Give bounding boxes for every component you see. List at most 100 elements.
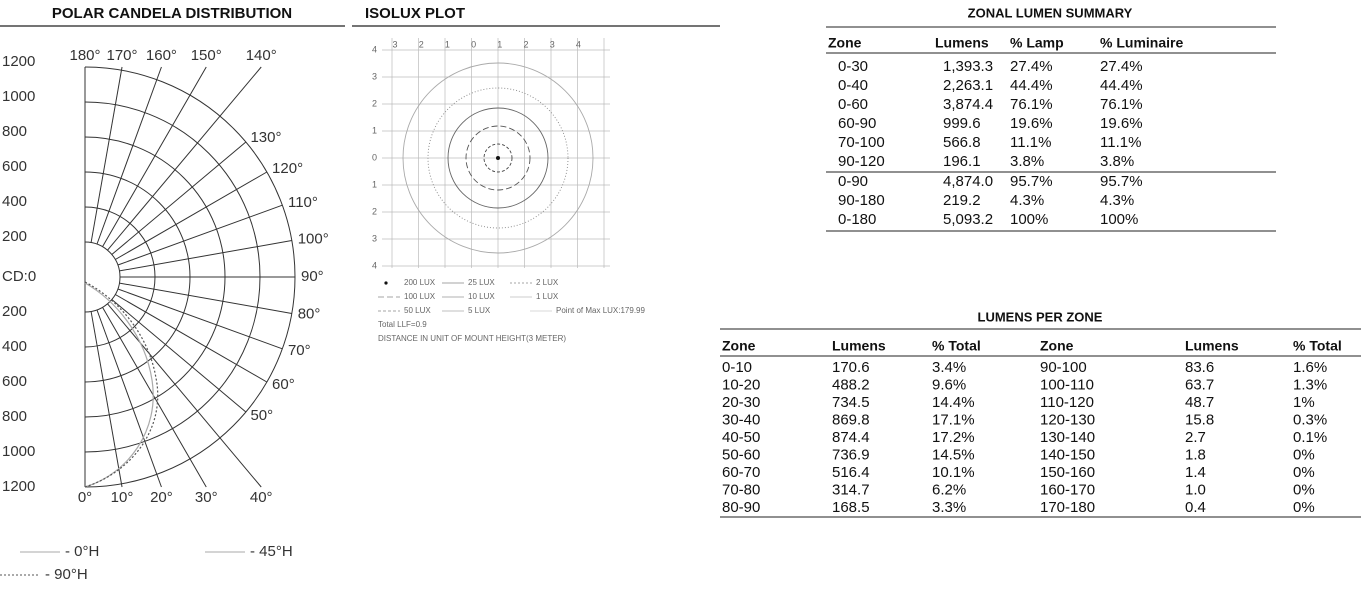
- iso-y-label: 3: [372, 71, 377, 81]
- angle-label: 100°: [298, 230, 329, 247]
- table-cell: 0-180: [838, 211, 876, 228]
- iso-contour: [427, 87, 569, 229]
- isolux-title: ISOLUX PLOT: [365, 5, 465, 22]
- iso-contour: [483, 143, 513, 173]
- table-cell: 90-180: [838, 192, 885, 209]
- polar-spoke: [96, 66, 162, 245]
- polar-spoke: [102, 66, 207, 247]
- table-cell: 17.2%: [932, 429, 975, 446]
- angle-label: 0°: [78, 489, 92, 506]
- table-cell: 0-60: [838, 96, 868, 113]
- table-cell: 15.8: [1185, 411, 1214, 428]
- iso-x-label: 4: [576, 39, 581, 49]
- table-cell: 2.7: [1185, 429, 1206, 446]
- angle-label: 170°: [107, 47, 138, 64]
- table-cell: 0%: [1293, 499, 1315, 516]
- polar-spoke: [102, 307, 207, 488]
- table-cell: 3.3%: [932, 499, 966, 516]
- table-cell: 70-80: [722, 481, 760, 498]
- radial-label: CD:0: [2, 268, 36, 285]
- table-header: % Total: [932, 338, 981, 354]
- table-title: LUMENS PER ZONE: [978, 309, 1103, 324]
- table-cell: 0.4: [1185, 499, 1206, 516]
- table-cell: 14.5%: [932, 446, 975, 463]
- iso-contour: [447, 107, 549, 209]
- table-cell: 0.3%: [1293, 411, 1327, 428]
- table-cell: 17.1%: [932, 411, 975, 428]
- table-cell: 1.8: [1185, 446, 1206, 463]
- angle-label: 90°: [301, 268, 324, 285]
- table-header: Lumens: [832, 338, 886, 354]
- table-cell: 0-40: [838, 77, 868, 94]
- table-cell: 0%: [1293, 446, 1315, 463]
- polar-ring: [84, 241, 121, 313]
- polar-title: POLAR CANDELA DISTRIBUTION: [52, 5, 292, 22]
- table-cell: 0-30: [838, 58, 868, 75]
- table-cell: 19.6%: [1010, 115, 1053, 132]
- curve-0h: [84, 282, 154, 488]
- iso-x-label: 0: [471, 39, 476, 49]
- table-cell: 3.4%: [932, 359, 966, 376]
- table-cell: 10-20: [722, 376, 760, 393]
- polar-spoke: [107, 303, 262, 488]
- iso-note: DISTANCE IN UNIT OF MOUNT HEIGHT(3 METER…: [378, 334, 566, 343]
- table-cell: 11.1%: [1010, 134, 1051, 151]
- iso-x-label: 2: [523, 39, 528, 49]
- table-cell: 566.8: [943, 134, 981, 151]
- angle-label: 150°: [191, 47, 222, 64]
- table-cell: 0-10: [722, 359, 752, 376]
- table-cell: 20-30: [722, 394, 760, 411]
- table-cell: 196.1: [943, 153, 981, 170]
- polar-spoke: [107, 66, 262, 251]
- iso-contour: [465, 125, 531, 191]
- polar-spoke: [96, 309, 162, 488]
- table-cell: 63.7: [1185, 376, 1214, 393]
- table-cell: 1%: [1293, 394, 1315, 411]
- polar-spoke: [111, 299, 247, 413]
- radial-label: 1200: [2, 53, 35, 70]
- table-cell: 1.4: [1185, 464, 1206, 481]
- legend-label: 200 LUX: [404, 278, 436, 287]
- iso-max-point: [496, 156, 500, 160]
- legend-label: 2 LUX: [536, 278, 559, 287]
- polar-spoke: [90, 66, 123, 243]
- table-cell: 869.8: [832, 411, 870, 428]
- table-cell: 5,093.2: [943, 211, 993, 228]
- angle-label: 40°: [250, 489, 273, 506]
- table-cell: 488.2: [832, 376, 870, 393]
- polar-spoke: [119, 282, 292, 314]
- table-cell: 44.4%: [1100, 77, 1143, 94]
- table-cell: 3.8%: [1100, 153, 1134, 170]
- legend-label: 10 LUX: [468, 292, 495, 301]
- table-cell: 2,263.1: [943, 77, 993, 94]
- angle-label: 10°: [111, 489, 134, 506]
- radial-label: 1000: [2, 443, 35, 460]
- polar-spoke: [119, 240, 292, 272]
- table-header: % Luminaire: [1100, 35, 1183, 51]
- table-cell: 736.9: [832, 446, 870, 463]
- legend-label: 50 LUX: [404, 306, 431, 315]
- radial-label: 200: [2, 303, 27, 320]
- table-cell: 100%: [1100, 211, 1138, 228]
- table-header: Zone: [1040, 338, 1074, 354]
- table-cell: 1.0: [1185, 481, 1206, 498]
- iso-y-label: 2: [372, 206, 377, 216]
- table-cell: 314.7: [832, 481, 870, 498]
- legend-dot: [384, 281, 388, 285]
- table-cell: 150-160: [1040, 464, 1095, 481]
- table-cell: 60-70: [722, 464, 760, 481]
- angle-label: 20°: [150, 489, 173, 506]
- polar-spoke: [115, 294, 268, 383]
- polar-spoke: [117, 288, 283, 350]
- table-cell: 0%: [1293, 481, 1315, 498]
- iso-x-label: 3: [550, 39, 555, 49]
- table-cell: 3.8%: [1010, 153, 1044, 170]
- table-cell: 9.6%: [932, 376, 966, 393]
- polar-spoke: [90, 311, 123, 488]
- iso-y-label: 2: [372, 98, 377, 108]
- table-cell: 0.1%: [1293, 429, 1327, 446]
- table-cell: 76.1%: [1010, 96, 1053, 113]
- radial-label: 200: [2, 228, 27, 245]
- angle-label: 30°: [195, 489, 218, 506]
